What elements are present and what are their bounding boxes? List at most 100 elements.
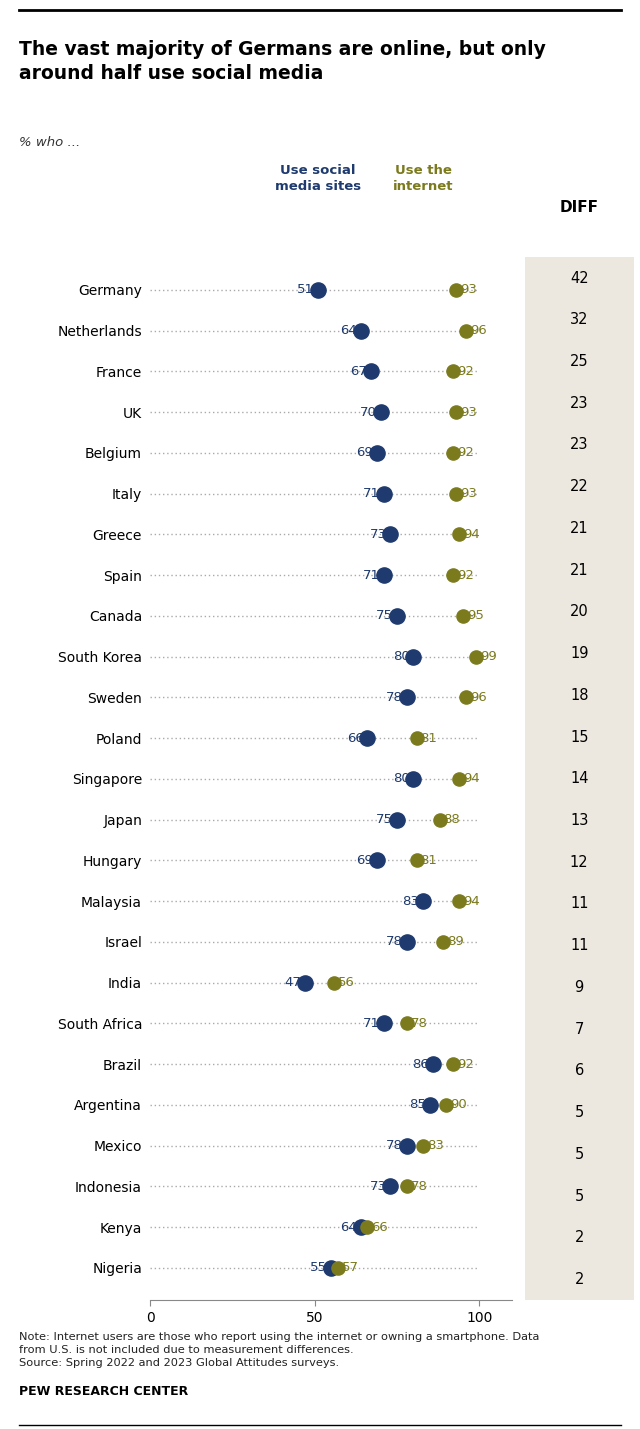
Point — [313, 279, 323, 302]
Text: 19: 19 — [570, 646, 588, 662]
Point — [454, 767, 465, 790]
Text: 70: 70 — [360, 406, 376, 419]
Point — [356, 1216, 366, 1239]
Point — [471, 644, 481, 667]
Text: 78: 78 — [411, 1180, 428, 1193]
Point — [451, 279, 461, 302]
Text: 78: 78 — [386, 1139, 403, 1152]
Text: 6: 6 — [575, 1063, 584, 1079]
Text: 73: 73 — [369, 1180, 387, 1193]
Text: Use the
internet: Use the internet — [393, 164, 454, 193]
Text: 80: 80 — [393, 650, 410, 663]
Point — [412, 849, 422, 872]
Text: 42: 42 — [570, 270, 589, 286]
Text: 88: 88 — [444, 813, 460, 826]
Point — [372, 442, 382, 464]
Point — [385, 523, 396, 546]
Point — [402, 1012, 412, 1035]
Point — [333, 1256, 343, 1279]
Text: 57: 57 — [342, 1262, 358, 1275]
Point — [356, 319, 366, 342]
Text: 78: 78 — [386, 936, 403, 949]
Text: 12: 12 — [570, 855, 589, 870]
Text: 92: 92 — [457, 364, 474, 377]
Point — [438, 930, 448, 953]
Text: 21: 21 — [570, 563, 589, 577]
Text: 55: 55 — [310, 1262, 327, 1275]
Point — [418, 890, 428, 913]
Text: 69: 69 — [356, 446, 373, 459]
Point — [454, 890, 465, 913]
Point — [372, 849, 382, 872]
Text: 23: 23 — [570, 396, 588, 410]
Text: 32: 32 — [570, 313, 588, 327]
Point — [402, 1135, 412, 1157]
Point — [454, 523, 465, 546]
Text: 95: 95 — [467, 609, 483, 622]
Text: DIFF: DIFF — [560, 200, 598, 214]
Text: 51: 51 — [297, 283, 314, 296]
Text: 7: 7 — [575, 1022, 584, 1036]
Text: 64: 64 — [340, 324, 357, 337]
Text: 47: 47 — [284, 976, 301, 989]
Text: 15: 15 — [570, 730, 588, 745]
Text: 71: 71 — [363, 1017, 380, 1030]
Text: 78: 78 — [411, 1017, 428, 1030]
Point — [402, 930, 412, 953]
Text: 92: 92 — [457, 569, 474, 582]
Text: 94: 94 — [463, 772, 480, 786]
Point — [392, 809, 402, 832]
Point — [376, 400, 386, 423]
Text: 5: 5 — [575, 1189, 584, 1203]
Text: 13: 13 — [570, 813, 588, 827]
Text: 78: 78 — [386, 690, 403, 704]
Text: 96: 96 — [470, 690, 486, 704]
Point — [362, 726, 372, 749]
Text: Use social
media sites: Use social media sites — [275, 164, 361, 193]
Text: 20: 20 — [570, 604, 589, 619]
Point — [402, 686, 412, 709]
Point — [408, 767, 419, 790]
Text: 66: 66 — [347, 732, 364, 745]
Text: 81: 81 — [420, 853, 438, 867]
Text: 21: 21 — [570, 522, 589, 536]
Text: 5: 5 — [575, 1105, 584, 1120]
Text: 94: 94 — [463, 527, 480, 540]
Text: Note: Internet users are those who report using the internet or owning a smartph: Note: Internet users are those who repor… — [19, 1332, 540, 1368]
Text: 92: 92 — [457, 446, 474, 459]
Point — [441, 1093, 451, 1116]
Point — [461, 686, 471, 709]
Text: 86: 86 — [412, 1057, 429, 1070]
Text: 11: 11 — [570, 939, 588, 953]
Point — [379, 1012, 389, 1035]
Text: 66: 66 — [371, 1220, 388, 1233]
Point — [412, 726, 422, 749]
Text: 80: 80 — [393, 772, 410, 786]
Point — [448, 1053, 458, 1076]
Point — [392, 604, 402, 627]
Point — [379, 482, 389, 504]
Point — [458, 604, 468, 627]
Text: 23: 23 — [570, 437, 588, 453]
Text: 14: 14 — [570, 772, 588, 786]
Point — [461, 319, 471, 342]
Text: 56: 56 — [339, 976, 355, 989]
Point — [379, 563, 389, 586]
Text: 71: 71 — [363, 569, 380, 582]
Point — [402, 1175, 412, 1198]
Point — [428, 1053, 438, 1076]
Point — [425, 1093, 435, 1116]
Point — [365, 360, 376, 383]
Text: 99: 99 — [480, 650, 497, 663]
Text: 22: 22 — [570, 479, 589, 494]
Text: 18: 18 — [570, 687, 588, 703]
Text: 85: 85 — [409, 1099, 426, 1112]
Text: 9: 9 — [575, 980, 584, 995]
Point — [362, 1216, 372, 1239]
Text: 81: 81 — [420, 732, 438, 745]
Text: 96: 96 — [470, 324, 486, 337]
Text: 73: 73 — [369, 527, 387, 540]
Point — [448, 360, 458, 383]
Point — [448, 442, 458, 464]
Text: 94: 94 — [463, 895, 480, 907]
